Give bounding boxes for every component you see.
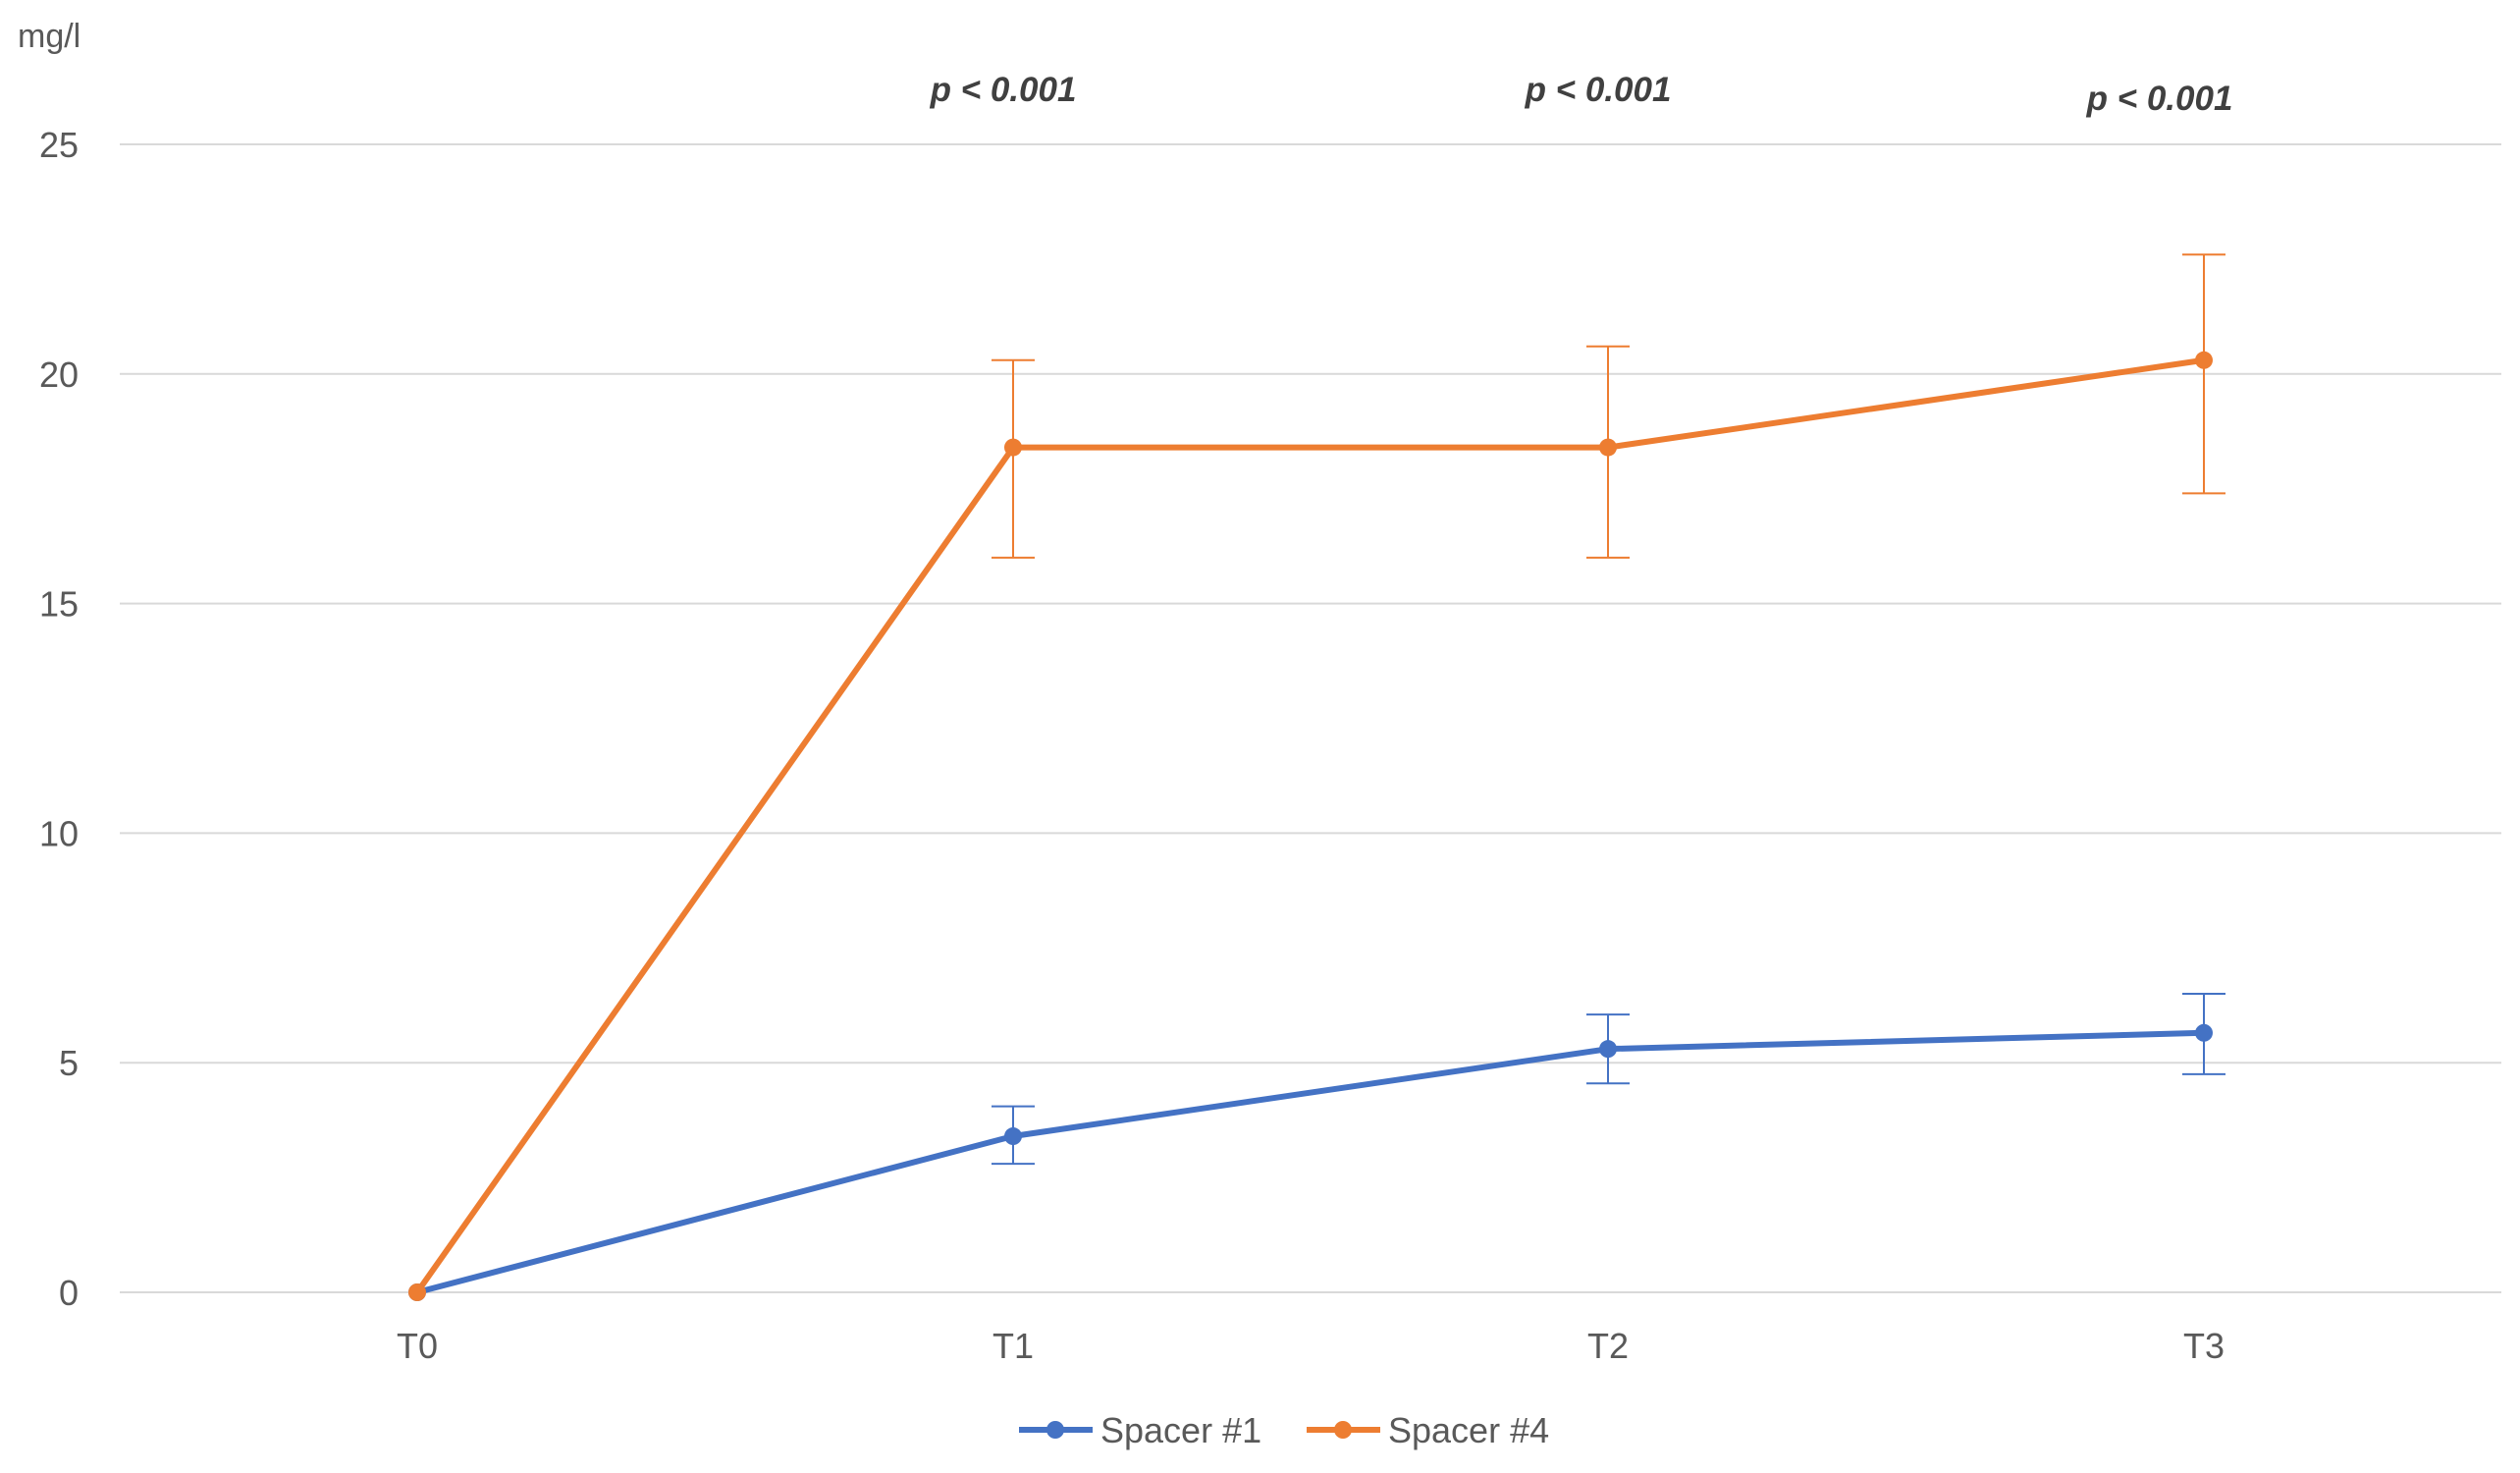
- legend-swatch-marker: [1046, 1421, 1064, 1439]
- y-tick-label: 5: [59, 1043, 79, 1083]
- data-point: [2195, 351, 2213, 369]
- legend-label: Spacer #4: [1388, 1410, 1549, 1450]
- legend-item: Spacer #1: [1019, 1410, 1261, 1450]
- error-bar: [992, 358, 1035, 559]
- error-bar: [2182, 253, 2225, 495]
- p-value-annotation: p < 0.001: [2086, 80, 2233, 118]
- series-line-2: [414, 356, 2205, 1294]
- x-tick-label: T2: [1587, 1326, 1629, 1366]
- p-value-annotations: p < 0.001 p < 0.001 p < 0.001: [930, 71, 2233, 118]
- series-line-1: [416, 1029, 2205, 1295]
- series-lines: [414, 356, 2205, 1295]
- data-point: [1004, 1127, 1022, 1146]
- x-tick-label: T0: [397, 1326, 438, 1366]
- p-value-annotation: p < 0.001: [930, 71, 1077, 109]
- y-tick-label: 15: [39, 584, 79, 625]
- gridlines: [120, 143, 2501, 1293]
- y-axis-ticks: 0 5 10 15 20 25: [39, 125, 79, 1313]
- y-tick-label: 25: [39, 125, 79, 165]
- legend-item: Spacer #4: [1307, 1410, 1549, 1450]
- y-tick-label: 10: [39, 813, 79, 853]
- legend-label: Spacer #1: [1100, 1410, 1261, 1450]
- y-axis-unit-label: mg/l: [18, 18, 80, 55]
- error-bars: [992, 253, 2225, 1166]
- data-point: [1004, 438, 1022, 457]
- x-tick-label: T1: [992, 1326, 1034, 1366]
- legend-swatch-marker: [1334, 1421, 1352, 1439]
- y-tick-label: 20: [39, 355, 79, 395]
- x-axis-ticks: T0 T1 T2 T3: [397, 1326, 2225, 1366]
- p-value-annotation: p < 0.001: [1525, 71, 1672, 109]
- x-tick-label: T3: [2183, 1326, 2225, 1366]
- legend: Spacer #1 Spacer #4: [1019, 1410, 1549, 1450]
- data-point: [2195, 1023, 2213, 1042]
- y-tick-label: 0: [59, 1273, 79, 1313]
- data-point: [1599, 1040, 1617, 1059]
- data-point: [408, 1283, 426, 1301]
- series-points: [408, 351, 2213, 1301]
- data-point: [1599, 438, 1617, 457]
